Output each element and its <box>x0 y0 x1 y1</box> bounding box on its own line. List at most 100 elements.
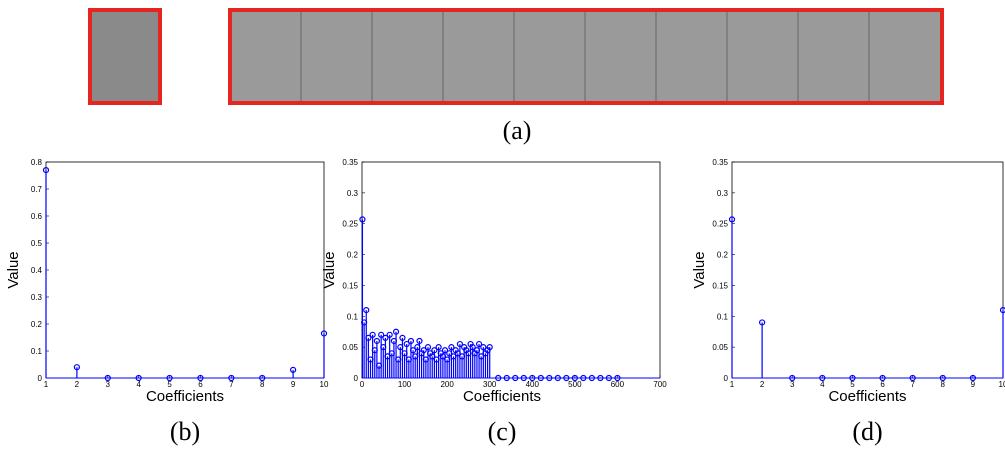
query-face <box>88 8 162 105</box>
stem-marker <box>909 374 916 382</box>
plot-area <box>731 161 1004 379</box>
y-tick-label: 0.2 <box>717 251 729 260</box>
y-tick-label: 0.3 <box>31 293 43 302</box>
stem-marker <box>520 374 527 382</box>
x-tick-label: 4 <box>136 380 141 389</box>
x-tick-label: 1 <box>730 380 735 389</box>
stem-marker <box>382 334 389 341</box>
plot-area <box>361 161 661 379</box>
stem-marker <box>359 216 366 223</box>
y-tick-label: 0.4 <box>31 266 43 275</box>
x-tick-label: 8 <box>260 380 265 389</box>
y-axis-label: Value <box>321 251 338 288</box>
x-tick-label: 100 <box>398 380 412 389</box>
stem-marker <box>441 347 449 354</box>
stem-marker <box>486 344 493 351</box>
x-tick-label: 7 <box>910 380 915 389</box>
stem-marker <box>399 334 406 341</box>
caption: (c) <box>488 417 517 446</box>
stem-marker <box>386 331 393 338</box>
stem-marker <box>259 374 266 382</box>
y-tick-label: 0.25 <box>712 220 728 229</box>
stem-marker <box>571 374 578 382</box>
x-axis-label: Coefficients <box>463 388 541 405</box>
x-axis-label: Coefficients <box>146 388 224 405</box>
y-tick-label: 0 <box>354 374 359 383</box>
y-tick-label: 0.35 <box>342 158 358 167</box>
stem-marker <box>456 340 464 348</box>
x-tick-label: 9 <box>291 380 296 389</box>
x-tick-label: 2 <box>760 380 765 389</box>
stem-marker <box>320 330 328 337</box>
stem-marker <box>580 374 587 382</box>
y-axis-label: Value <box>5 251 22 288</box>
stem-marker <box>431 347 438 354</box>
x-tick-label: 300 <box>483 380 497 389</box>
y-tick-label: 0.1 <box>31 347 43 356</box>
x-tick-label: 2 <box>75 380 80 389</box>
y-axis-label: Value <box>691 251 708 288</box>
stem-marker <box>475 340 483 348</box>
caption: (b) <box>170 417 200 446</box>
stem-marker <box>969 374 976 382</box>
stem-marker <box>588 374 595 382</box>
stem-marker <box>537 374 544 382</box>
x-tick-label: 3 <box>790 380 795 389</box>
y-tick-label: 0.7 <box>31 185 43 194</box>
stem-marker <box>728 216 736 223</box>
stem-marker <box>228 374 235 382</box>
y-tick-label: 0.15 <box>712 281 728 290</box>
y-tick-label: 0.1 <box>347 312 359 321</box>
stem-marker <box>363 307 370 314</box>
y-tick-label: 0.3 <box>717 189 729 198</box>
y-tick-label: 0 <box>38 374 43 383</box>
x-tick-label: 500 <box>568 380 582 389</box>
stem-marker <box>939 374 946 382</box>
y-tick-label: 0.6 <box>31 212 43 221</box>
stem-marker <box>435 344 442 351</box>
stem-marker <box>409 347 417 354</box>
stem-marker <box>104 374 111 382</box>
x-tick-label: 5 <box>850 380 855 389</box>
x-tick-label: 600 <box>611 380 625 389</box>
stem-marker <box>403 340 410 348</box>
stem-marker <box>563 374 570 382</box>
x-tick-label: 10 <box>320 380 329 389</box>
stem-marker <box>789 374 796 382</box>
stem-marker <box>879 374 886 382</box>
x-tick-label: 8 <box>941 380 946 389</box>
stem-marker <box>546 374 553 382</box>
caption: (d) <box>852 417 882 446</box>
x-tick-label: 3 <box>106 380 111 389</box>
chart: 0 100 200 300 400 500 600 700 0 0.05 0.1 0.15 0.2 0.2… <box>321 158 667 446</box>
x-tick-label: 200 <box>440 380 454 389</box>
x-tick-label: 7 <box>229 380 234 389</box>
x-tick-label: 6 <box>198 380 203 389</box>
chart: 1 2 3 4 5 6 7 8 9 10 0 0.05 0.1 0.15 0.2 0.25 0.3 0.35 Coe… <box>691 158 1005 446</box>
y-tick-label: 0.25 <box>342 220 358 229</box>
stem-marker <box>605 374 613 382</box>
stem-marker <box>369 331 376 338</box>
stem-marker <box>554 374 561 382</box>
x-tick-label: 400 <box>526 380 540 389</box>
y-tick-label: 0.2 <box>347 251 359 260</box>
stem-marker <box>378 331 385 338</box>
y-tick-label: 0.35 <box>712 158 728 167</box>
stem-marker <box>849 374 856 382</box>
stem-marker <box>469 344 476 351</box>
chart: 1 2 3 4 5 6 7 8 9 10 0 0.1 0.2 0.3 0.4 0.5 0.6 0.7 0.8 Coef… <box>5 158 329 446</box>
stem-marker <box>448 344 455 351</box>
y-tick-label: 0.1 <box>717 312 729 321</box>
x-axis-label: Coefficients <box>828 388 906 405</box>
stem-marker <box>495 374 502 382</box>
x-tick-label: 6 <box>880 380 885 389</box>
x-tick-label: 700 <box>653 380 667 389</box>
stem-marker <box>480 344 487 351</box>
stem-marker <box>614 374 621 382</box>
stem-marker <box>503 374 510 382</box>
y-tick-label: 0.3 <box>347 189 359 198</box>
stem-marker <box>529 374 536 382</box>
stem-marker <box>197 374 204 382</box>
stem-marker <box>73 364 80 371</box>
